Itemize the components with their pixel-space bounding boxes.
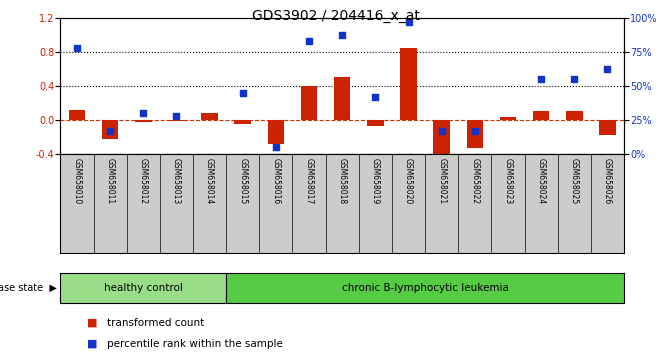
Text: GSM658012: GSM658012	[139, 158, 148, 204]
Text: GSM658023: GSM658023	[503, 158, 513, 204]
Point	[72, 45, 83, 51]
Text: ■: ■	[87, 318, 98, 328]
Text: transformed count: transformed count	[107, 318, 205, 328]
Text: GSM658014: GSM658014	[205, 158, 214, 204]
Text: GSM658011: GSM658011	[105, 158, 115, 204]
Point	[602, 67, 613, 72]
Point	[569, 76, 580, 82]
Bar	[168, 120, 185, 121]
Text: chronic B-lymphocytic leukemia: chronic B-lymphocytic leukemia	[342, 282, 509, 293]
Text: GSM658017: GSM658017	[305, 158, 313, 204]
Point	[270, 144, 281, 150]
Bar	[566, 112, 582, 120]
Text: GSM658024: GSM658024	[537, 158, 546, 204]
Bar	[201, 113, 218, 120]
Text: healthy control: healthy control	[104, 282, 183, 293]
Text: GSM658021: GSM658021	[437, 158, 446, 204]
Bar	[400, 47, 417, 120]
Text: disease state  ▶: disease state ▶	[0, 282, 57, 293]
Bar	[68, 110, 85, 120]
Point	[171, 113, 182, 119]
Bar	[226, 273, 624, 303]
Bar	[599, 120, 616, 135]
Bar	[367, 120, 384, 126]
Point	[337, 33, 348, 38]
Bar	[433, 120, 450, 156]
Text: GSM658018: GSM658018	[338, 158, 347, 204]
Bar	[234, 120, 251, 124]
Point	[105, 128, 115, 134]
Bar	[466, 120, 483, 148]
Point	[238, 90, 248, 96]
Text: GDS3902 / 204416_x_at: GDS3902 / 204416_x_at	[252, 9, 419, 23]
Text: GSM658022: GSM658022	[470, 158, 479, 204]
Bar	[268, 120, 285, 144]
Point	[436, 128, 447, 134]
Text: GSM658025: GSM658025	[570, 158, 579, 204]
Bar	[301, 86, 317, 120]
Text: percentile rank within the sample: percentile rank within the sample	[107, 339, 283, 349]
Text: GSM658016: GSM658016	[271, 158, 280, 204]
Text: GSM658020: GSM658020	[404, 158, 413, 204]
Point	[304, 38, 315, 44]
Point	[535, 76, 546, 82]
Text: GSM658015: GSM658015	[238, 158, 247, 204]
Text: GSM658010: GSM658010	[72, 158, 81, 204]
Point	[138, 110, 149, 116]
Bar	[533, 112, 550, 120]
Bar	[500, 118, 516, 120]
Point	[403, 19, 414, 25]
Text: ■: ■	[87, 339, 98, 349]
Text: GSM658019: GSM658019	[371, 158, 380, 204]
Text: GSM658013: GSM658013	[172, 158, 181, 204]
Bar	[135, 120, 152, 122]
Bar	[60, 273, 226, 303]
Point	[370, 94, 380, 99]
Text: GSM658026: GSM658026	[603, 158, 612, 204]
Bar	[334, 77, 350, 120]
Bar	[102, 120, 118, 139]
Point	[470, 128, 480, 134]
